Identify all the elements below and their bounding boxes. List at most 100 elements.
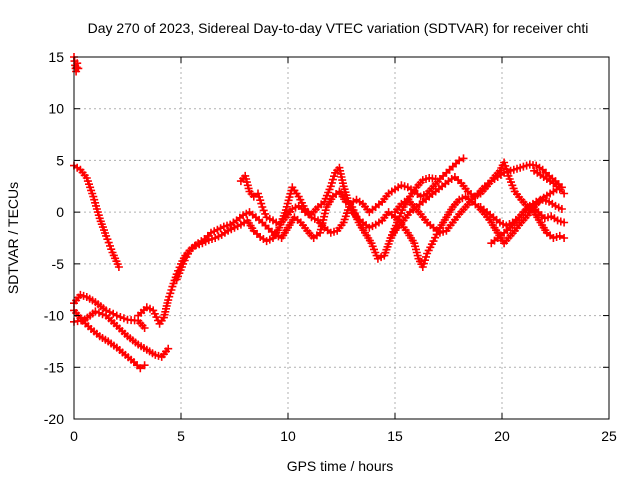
data-point-marker	[241, 171, 250, 180]
data-point-marker	[168, 282, 177, 291]
series-s12	[476, 203, 569, 230]
data-point-marker	[203, 231, 212, 240]
x-axis-title: GPS time / hours	[287, 458, 394, 474]
data-point-marker	[85, 180, 93, 189]
data-point-marker	[471, 192, 480, 201]
data-point-marker	[505, 175, 514, 183]
data-point-marker	[522, 161, 531, 170]
data-point-marker	[326, 182, 335, 191]
data-point-marker	[169, 279, 178, 288]
data-series	[70, 53, 569, 373]
data-point-marker	[442, 168, 451, 177]
data-point-marker	[368, 242, 377, 251]
data-point-marker	[381, 248, 390, 257]
data-point-marker	[435, 175, 444, 183]
data-point-marker	[133, 361, 142, 370]
data-point-marker	[410, 239, 419, 248]
data-point-marker	[445, 165, 454, 174]
data-point-marker	[341, 188, 350, 197]
y-tick-label: 5	[56, 152, 64, 168]
data-point-marker	[76, 290, 85, 299]
data-point-marker	[509, 184, 518, 193]
data-point-marker	[450, 173, 459, 181]
data-point-marker	[129, 358, 138, 367]
data-point-marker	[106, 241, 114, 250]
data-point-marker	[553, 216, 562, 225]
data-point-marker	[421, 256, 429, 265]
data-point-marker	[537, 211, 546, 220]
data-point-marker	[506, 166, 515, 175]
data-point-marker	[439, 227, 448, 236]
data-point-marker	[326, 228, 335, 237]
data-point-marker	[116, 313, 125, 321]
data-point-marker	[400, 182, 409, 191]
data-point-marker	[172, 275, 181, 284]
tick-labels: 0 5 10 15 20 25 -20 -15 -10 -5 0 5 10 15	[44, 49, 617, 444]
y-tick-label: 10	[48, 101, 64, 117]
data-point-marker	[541, 168, 550, 177]
data-point-marker	[340, 185, 349, 194]
data-point-marker	[534, 208, 543, 217]
data-point-marker	[255, 192, 264, 201]
data-point-marker	[102, 231, 111, 240]
data-point-marker	[541, 196, 550, 205]
data-point-marker	[195, 240, 204, 249]
data-point-marker	[519, 162, 528, 171]
data-point-marker	[321, 194, 330, 203]
data-point-marker	[560, 189, 569, 198]
data-point-marker	[92, 201, 100, 210]
data-point-marker	[330, 172, 338, 181]
data-point-marker	[140, 361, 149, 370]
data-point-marker	[507, 178, 515, 187]
data-point-marker	[74, 64, 83, 73]
data-point-marker	[452, 159, 460, 168]
data-point-marker	[439, 171, 448, 180]
x-tick-label: 5	[177, 428, 185, 444]
data-point-marker	[304, 209, 313, 218]
data-point-marker	[501, 161, 510, 170]
data-point-marker	[95, 214, 104, 223]
data-point-marker	[384, 239, 393, 248]
data-point-marker	[174, 272, 182, 281]
data-point-marker	[448, 162, 457, 171]
data-point-marker	[459, 154, 468, 163]
data-point-marker	[104, 238, 113, 247]
axis-ticks	[73, 56, 610, 420]
data-point-marker	[136, 364, 145, 373]
data-point-marker	[411, 242, 420, 251]
data-point-marker	[204, 236, 213, 245]
data-point-marker	[91, 198, 100, 207]
data-point-marker	[175, 269, 184, 278]
data-point-marker	[114, 263, 123, 271]
series-s4	[70, 307, 173, 361]
data-point-marker	[294, 201, 303, 210]
data-point-marker	[535, 196, 544, 205]
data-point-marker	[538, 195, 547, 204]
series-s10	[391, 160, 566, 237]
data-point-marker	[324, 188, 333, 197]
data-point-marker	[455, 156, 464, 165]
data-point-marker	[94, 211, 103, 220]
data-point-marker	[555, 231, 564, 240]
data-point-marker	[164, 344, 173, 353]
data-point-marker	[87, 186, 96, 195]
data-point-marker	[89, 192, 98, 201]
data-point-marker	[83, 177, 92, 186]
data-point-marker	[281, 206, 290, 215]
data-point-marker	[500, 168, 509, 177]
data-point-marker	[320, 197, 329, 206]
data-point-marker	[219, 222, 228, 231]
data-point-marker	[258, 218, 267, 227]
data-point-marker	[264, 224, 273, 233]
data-point-marker	[93, 208, 102, 217]
data-point-marker	[508, 181, 517, 190]
data-point-marker	[79, 291, 88, 300]
data-point-marker	[552, 182, 561, 191]
data-point-marker	[504, 171, 513, 180]
data-point-marker	[297, 205, 306, 213]
data-point-marker	[435, 228, 444, 237]
data-point-marker	[192, 241, 200, 250]
data-point-marker	[500, 158, 509, 167]
data-point-marker	[367, 239, 376, 248]
